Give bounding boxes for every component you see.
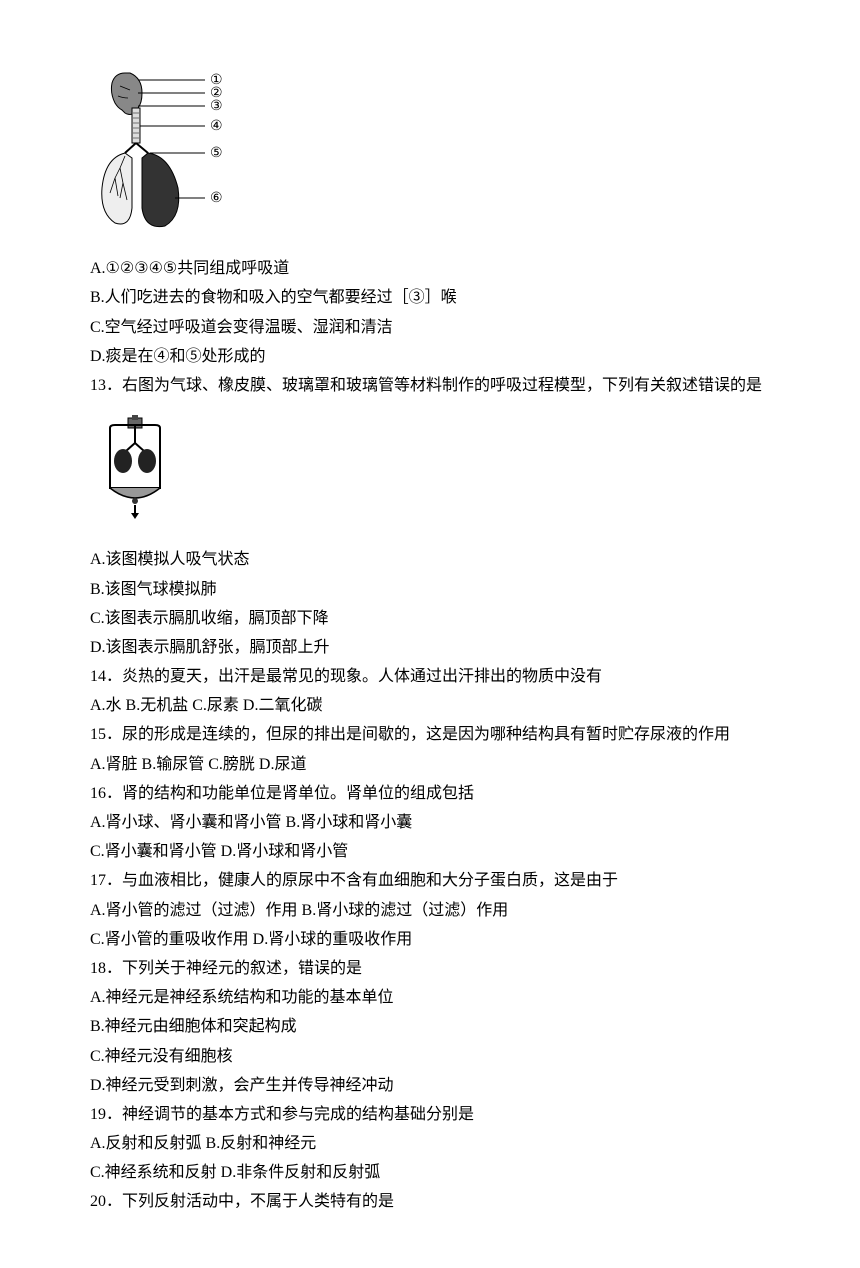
- q13-option-b: B.该图气球模拟肺: [90, 576, 770, 603]
- q16-options-0: A.肾小球、肾小囊和肾小管 B.肾小球和肾小囊: [90, 809, 770, 836]
- q13-option-c: C.该图表示膈肌收缩，膈顶部下降: [90, 605, 770, 632]
- q18-option-d: D.神经元受到刺激，会产生并传导神经冲动: [90, 1072, 770, 1099]
- q19-stem: 19．神经调节的基本方式和参与完成的结构基础分别是: [90, 1101, 770, 1128]
- q17-stem: 17．与血液相比，健康人的原尿中不含有血细胞和大分子蛋白质，这是由于: [90, 867, 770, 894]
- q12-option-a: A.①②③④⑤共同组成呼吸道: [90, 255, 770, 282]
- q14-stem: 14．炎热的夏天，出汗是最常见的现象。人体通过出汗排出的物质中没有: [90, 663, 770, 690]
- label-5: ⑤: [210, 146, 223, 161]
- q15-options: A.肾脏 B.输尿管 C.膀胱 D.尿道: [90, 751, 770, 778]
- q20-stem: 20．下列反射活动中，不属于人类特有的是: [90, 1188, 770, 1215]
- label-6: ⑥: [210, 191, 223, 206]
- q14-options: A.水 B.无机盐 C.尿素 D.二氧化碳: [90, 692, 770, 719]
- q18-option-a: A.神经元是神经系统结构和功能的基本单位: [90, 984, 770, 1011]
- q12-option-c: C.空气经过呼吸道会变得温暖、湿润和清洁: [90, 314, 770, 341]
- q13-option-a: A.该图模拟人吸气状态: [90, 546, 770, 573]
- q13-stem: 13．右图为气球、橡皮膜、玻璃罩和玻璃管等材料制作的呼吸过程模型，下列有关叙述错…: [90, 372, 770, 399]
- q12-option-d: D.痰是在④和⑤处形成的: [90, 343, 770, 370]
- q17-options-1: C.肾小管的重吸收作用 D.肾小球的重吸收作用: [90, 926, 770, 953]
- q16-options-1: C.肾小囊和肾小管 D.肾小球和肾小管: [90, 838, 770, 865]
- q12-option-b: B.人们吃进去的食物和吸入的空气都要经过［③］喉: [90, 284, 770, 311]
- q13-option-d: D.该图表示膈肌舒张，膈顶部上升: [90, 634, 770, 661]
- q18-option-c: C.神经元没有细胞核: [90, 1043, 770, 1070]
- q19-options-0: A.反射和反射弧 B.反射和神经元: [90, 1130, 770, 1157]
- q15-stem: 15．尿的形成是连续的，但尿的排出是间歇的，这是因为哪种结构具有暂时贮存尿液的作…: [90, 721, 770, 748]
- q16-stem: 16．肾的结构和功能单位是肾单位。肾单位的组成包括: [90, 780, 770, 807]
- q19-options-1: C.神经系统和反射 D.非条件反射和反射弧: [90, 1159, 770, 1186]
- label-4: ④: [210, 119, 223, 134]
- respiratory-system-diagram: ① ② ③ ④ ⑤ ⑥: [90, 58, 770, 247]
- q17-options-0: A.肾小管的滤过（过滤）作用 B.肾小球的滤过（过滤）作用: [90, 897, 770, 924]
- q18-stem: 18．下列关于神经元的叙述，错误的是: [90, 955, 770, 982]
- q18-option-b: B.神经元由细胞体和突起构成: [90, 1013, 770, 1040]
- breathing-model-diagram: [90, 407, 770, 538]
- label-3: ③: [210, 99, 223, 114]
